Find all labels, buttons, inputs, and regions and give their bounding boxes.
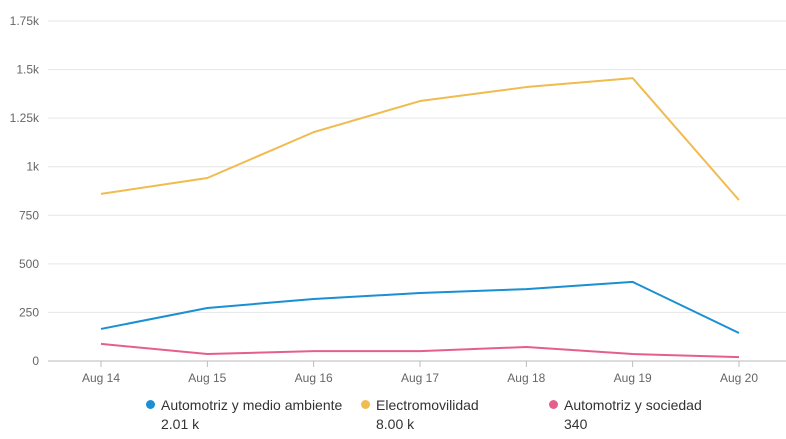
legend-total: 340 [564,416,588,432]
legend-item-electromovilidad[interactable]: Electromovilidad 8.00 k [361,396,549,434]
legend-total: 8.00 k [376,416,415,432]
legend-dot-icon [361,400,370,409]
legend-item-automotriz-medio-ambiente[interactable]: Automotriz y medio ambiente 2.01 k [146,396,361,434]
y-tick-label: 250 [19,305,39,319]
legend-dot-icon [146,400,155,409]
y-tick-label: 0 [32,354,39,368]
legend-dot-icon [549,400,558,409]
y-axis: 0 250 500 750 1k 1.25k 1.5k 1.75k [10,14,40,368]
y-tick-label: 500 [19,257,39,271]
x-axis: Aug 14 Aug 15 Aug 16 Aug 17 Aug 18 Aug 19 Aug … [82,361,758,385]
gridlines [48,20,786,313]
series-line-0 [100,280,740,334]
legend: Automotriz y medio ambiente 2.01 k Elect… [146,396,749,434]
y-tick-label: 750 [19,208,39,222]
legend-total: 2.01 k [161,416,200,432]
y-tick-label: 1.75k [10,14,40,28]
legend-label: Electromovilidad [376,397,479,413]
legend-label: Automotriz y medio ambiente [161,397,343,413]
y-tick-label: 1k [26,160,40,174]
series-lines [100,77,740,359]
series-line-1 [100,77,740,201]
x-tick-label: Aug 17 [401,371,439,385]
series-line-2 [100,342,740,359]
y-tick-label: 1.25k [10,111,40,125]
legend-label: Automotriz y sociedad [564,397,702,413]
legend-item-automotriz-sociedad[interactable]: Automotriz y sociedad 340 [549,396,749,434]
x-tick-label: Aug 20 [720,371,758,385]
x-tick-label: Aug 14 [82,371,120,385]
x-tick-label: Aug 19 [614,371,652,385]
x-tick-label: Aug 16 [295,371,333,385]
y-tick-label: 1.5k [16,63,40,77]
x-tick-label: Aug 15 [188,371,226,385]
x-tick-label: Aug 18 [507,371,545,385]
